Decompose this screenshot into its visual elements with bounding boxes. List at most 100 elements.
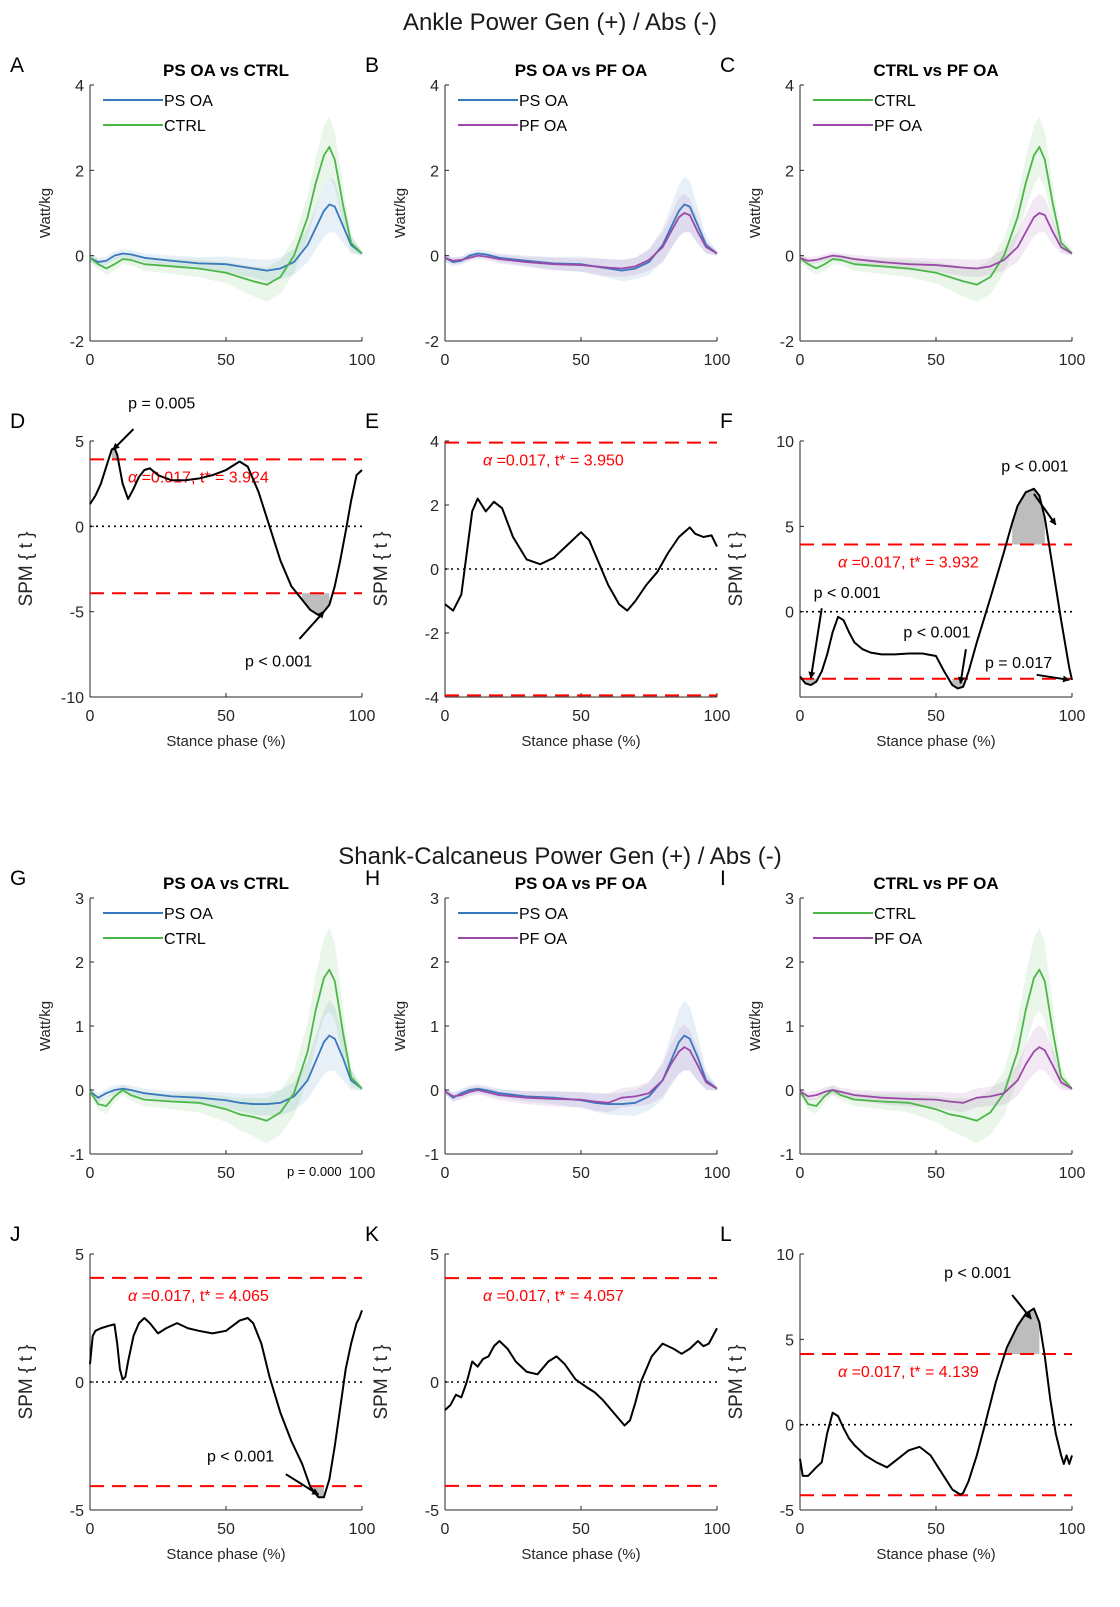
panel-e: E 0 50 100 -4 -2 0 2 4 SPM { t } Stance phase (%) α… bbox=[365, 410, 730, 750]
panel-letter: G bbox=[10, 867, 26, 890]
sd-band bbox=[445, 193, 717, 277]
alpha-symbol: α bbox=[483, 1288, 493, 1305]
x-axis-label: Stance phase (%) bbox=[166, 733, 285, 750]
x-axis-label: Stance phase (%) bbox=[876, 1546, 995, 1563]
y-axis-label: SPM { t } bbox=[726, 1345, 747, 1420]
x-tick-label: 50 bbox=[572, 708, 590, 725]
legend-label: CTRL bbox=[874, 906, 916, 923]
x-tick-label: 0 bbox=[796, 352, 805, 369]
section-title-ankle: Ankle Power Gen (+) / Abs (-) bbox=[403, 9, 717, 36]
y-tick-label: 5 bbox=[430, 1247, 439, 1264]
legend-label: CTRL bbox=[164, 118, 206, 135]
y-tick-label: 10 bbox=[776, 1247, 794, 1264]
legend-label: PS OA bbox=[519, 93, 568, 110]
panel-letter: K bbox=[365, 1223, 379, 1246]
threshold-value: =0.017, t* = 4.057 bbox=[492, 1288, 624, 1305]
panel-title: CTRL vs PF OA bbox=[873, 61, 998, 80]
p-value-annotation: p < 0.001 bbox=[207, 1448, 274, 1465]
series-line bbox=[799, 145, 1073, 286]
x-tick-label: 0 bbox=[441, 352, 450, 369]
alpha-symbol: α bbox=[128, 1288, 138, 1305]
y-axis-label: SPM { t } bbox=[371, 532, 392, 607]
y-tick-label: 0 bbox=[785, 1083, 794, 1100]
y-tick-label: 1 bbox=[785, 1019, 794, 1036]
y-tick-label: -5 bbox=[425, 1503, 439, 1520]
x-tick-label: 50 bbox=[572, 1165, 590, 1182]
y-tick-label: 0 bbox=[75, 1375, 84, 1392]
x-tick-label: 0 bbox=[86, 708, 95, 725]
x-tick-label: 0 bbox=[796, 1521, 805, 1538]
x-tick-label: 100 bbox=[1059, 1165, 1086, 1182]
y-tick-label: 5 bbox=[785, 519, 794, 536]
x-tick-label: 50 bbox=[927, 352, 945, 369]
spm-curve bbox=[89, 1309, 363, 1499]
p-value-annotation: p < 0.001 bbox=[814, 585, 881, 602]
panel-letter: B bbox=[365, 54, 379, 77]
y-tick-label: 2 bbox=[785, 163, 794, 180]
x-tick-label: 50 bbox=[217, 708, 235, 725]
panel-letter: A bbox=[10, 54, 24, 77]
y-axis-label: Watt/kg bbox=[392, 1001, 409, 1051]
panel-letter: C bbox=[720, 54, 735, 77]
x-tick-label: 100 bbox=[704, 352, 731, 369]
x-tick-label: 100 bbox=[704, 1521, 731, 1538]
legend-label: PS OA bbox=[164, 906, 213, 923]
alpha-symbol: α bbox=[483, 453, 493, 470]
y-tick-label: 10 bbox=[776, 434, 794, 451]
series-line bbox=[799, 212, 1073, 270]
y-tick-label: 4 bbox=[430, 434, 439, 451]
legend-label: PF OA bbox=[874, 931, 922, 948]
y-tick-label: -5 bbox=[70, 1503, 84, 1520]
y-tick-label: -2 bbox=[70, 334, 84, 351]
y-tick-label: -1 bbox=[70, 1147, 84, 1164]
y-tick-label: 3 bbox=[75, 891, 84, 908]
y-axis-label: Watt/kg bbox=[37, 188, 54, 238]
x-tick-label: 100 bbox=[349, 1165, 376, 1182]
y-tick-label: 0 bbox=[430, 562, 439, 579]
panel-d: D 0 50 100 -10 -5 0 5 SPM { t } Stance phase (%) α… bbox=[10, 396, 375, 750]
p-value-annotation: p < 0.001 bbox=[1001, 459, 1068, 476]
sd-band bbox=[445, 1000, 717, 1116]
x-tick-label: 0 bbox=[86, 352, 95, 369]
y-tick-label: -10 bbox=[61, 690, 84, 707]
section-title-shank: Shank-Calcaneus Power Gen (+) / Abs (-) bbox=[338, 843, 782, 870]
p-value-annotation: p < 0.001 bbox=[944, 1265, 1011, 1282]
x-tick-label: 100 bbox=[704, 708, 731, 725]
spm-curve bbox=[444, 497, 718, 612]
y-tick-label: 0 bbox=[430, 1083, 439, 1100]
x-axis-label: Stance phase (%) bbox=[521, 1546, 640, 1563]
y-axis-label: SPM { t } bbox=[16, 1345, 37, 1420]
series-line bbox=[89, 145, 363, 286]
legend-label: PS OA bbox=[519, 906, 568, 923]
y-tick-label: 2 bbox=[430, 955, 439, 972]
y-tick-label: 0 bbox=[430, 249, 439, 266]
panel-title: CTRL vs PF OA bbox=[873, 874, 998, 893]
annotation-arrow bbox=[1011, 1294, 1032, 1320]
y-tick-label: 2 bbox=[75, 955, 84, 972]
panel-title: PS OA vs CTRL bbox=[163, 61, 289, 80]
x-axis-label: Stance phase (%) bbox=[521, 733, 640, 750]
suprathreshold-cluster bbox=[302, 593, 330, 616]
y-tick-label: -1 bbox=[780, 1147, 794, 1164]
threshold-label: α =0.017, t* = 4.057 bbox=[483, 1288, 624, 1305]
suprathreshold-cluster bbox=[111, 447, 118, 460]
x-tick-label: 100 bbox=[1059, 708, 1086, 725]
x-tick-label: 100 bbox=[349, 352, 376, 369]
y-axis-label: SPM { t } bbox=[371, 1345, 392, 1420]
annotation-arrow bbox=[298, 610, 325, 640]
y-tick-label: 5 bbox=[785, 1332, 794, 1349]
y-tick-label: 0 bbox=[785, 605, 794, 622]
y-tick-label: -1 bbox=[425, 1147, 439, 1164]
y-tick-label: 3 bbox=[430, 891, 439, 908]
threshold-label: α =0.017, t* = 3.950 bbox=[483, 453, 624, 470]
panel-letter: H bbox=[365, 867, 380, 890]
x-tick-label: 50 bbox=[927, 1521, 945, 1538]
annotation-arrow bbox=[112, 428, 135, 451]
